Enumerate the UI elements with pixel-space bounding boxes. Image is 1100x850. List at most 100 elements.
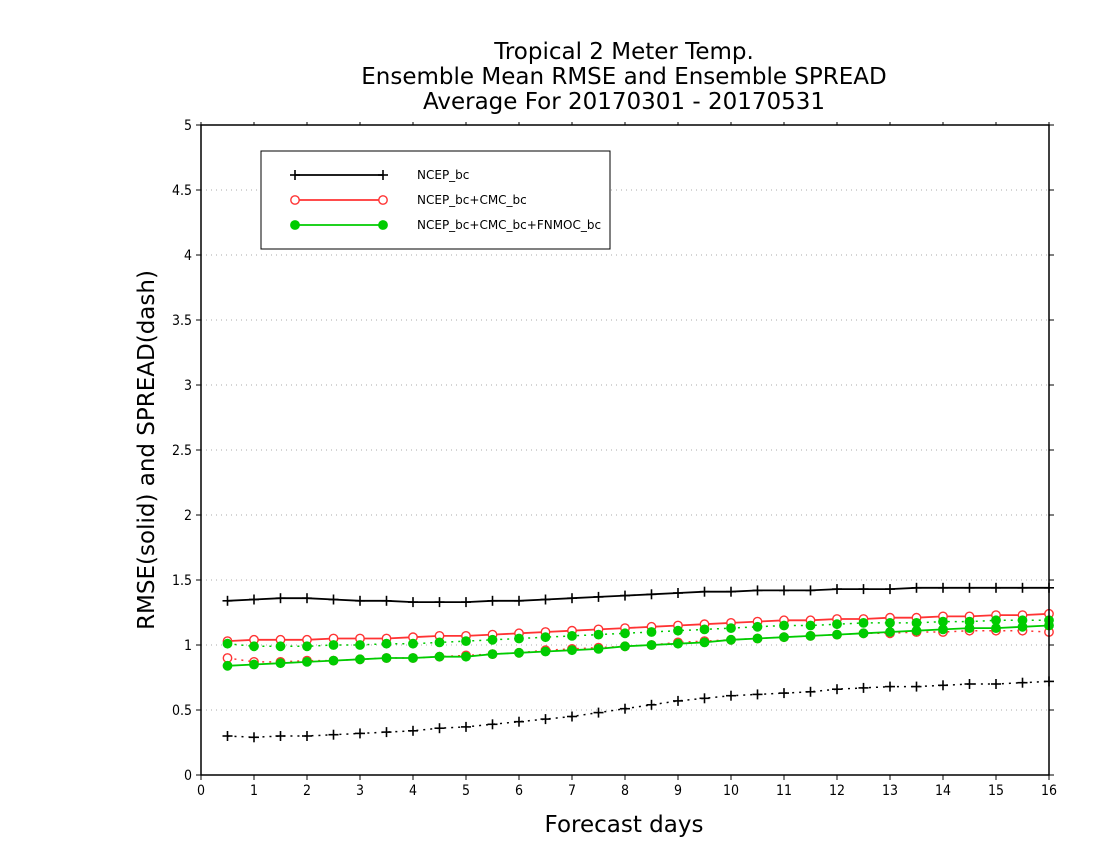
y-tick-label: 4.5 — [172, 183, 192, 199]
legend-entry: NCEP_bc — [290, 168, 469, 182]
legend-label: NCEP_bc — [417, 168, 469, 182]
rmse-point — [991, 582, 1001, 593]
spread-point — [434, 637, 445, 648]
y-tick-label: 2.5 — [172, 443, 192, 459]
rmse-point — [222, 595, 233, 606]
x-tick-label: 4 — [409, 783, 417, 799]
rmse-point — [938, 624, 948, 635]
spread-point — [885, 618, 895, 628]
rmse-point — [593, 644, 604, 654]
spread-point — [222, 731, 233, 741]
title-line-2: Ensemble Mean RMSE and Ensemble SPREAD — [361, 64, 886, 90]
spread-point — [699, 693, 710, 704]
rmse-point — [1017, 621, 1028, 632]
legend-marker-right — [378, 195, 388, 205]
rmse-line — [227, 612, 1050, 642]
legend-marker-left — [290, 220, 300, 230]
rmse-line — [227, 624, 1050, 667]
x-axis-title: Forecast days — [545, 812, 704, 838]
rmse-point — [858, 628, 869, 639]
spread-point — [328, 640, 339, 650]
x-tick-label: 2 — [303, 783, 311, 799]
rmse-point — [646, 589, 657, 600]
rmse-point — [646, 640, 657, 650]
spread-point — [487, 719, 498, 730]
axes: 00.511.522.533.544.550 1 2 3 4 5 6 7 8 9 10 11 12 13 1… — [172, 118, 1057, 799]
spread-point — [249, 732, 259, 743]
spread-point — [646, 627, 657, 637]
rmse-point — [699, 637, 710, 648]
rmse-point — [991, 623, 1001, 633]
spread-point — [726, 690, 736, 701]
rmse-point — [302, 657, 312, 667]
rmse-point — [911, 625, 922, 636]
rmse-point — [964, 623, 975, 633]
spread-point — [858, 682, 869, 693]
spread-point — [593, 707, 604, 718]
chart-title: Tropical 2 Meter Temp. Ensemble Mean RMS… — [361, 39, 886, 115]
rmse-point — [487, 649, 498, 659]
spread-point — [567, 711, 577, 722]
rmse-line — [227, 586, 1049, 603]
y-tick-label: 3 — [184, 378, 192, 394]
rmse-point — [408, 653, 418, 663]
rmse-point — [567, 593, 577, 604]
spread-point — [249, 641, 259, 652]
rmse-point — [487, 595, 498, 606]
rmse-point — [381, 595, 392, 606]
rmse-point — [381, 653, 392, 663]
legend-entry: NCEP_bc+CMC_bc — [290, 193, 527, 207]
y-tick-label: 4 — [184, 248, 192, 264]
rmse-point — [249, 659, 259, 670]
legend-entry: NCEP_bc+CMC_bc+FNMOC_bc — [290, 218, 601, 232]
rmse-point — [673, 638, 683, 649]
spread-point — [302, 731, 312, 741]
legend-marker-left — [290, 195, 300, 205]
spread-point — [1017, 677, 1028, 688]
spread-point — [646, 699, 657, 710]
legend-marker-right — [378, 220, 388, 230]
rmse-point — [699, 586, 710, 597]
spread-point — [540, 632, 551, 643]
rmse-point — [1017, 582, 1028, 593]
y-tick-label: 0.5 — [172, 703, 192, 719]
spread-point — [593, 629, 604, 640]
rmse-point — [540, 646, 551, 657]
spread-line — [227, 619, 1049, 648]
spread-point — [832, 619, 842, 630]
rmse-point — [275, 658, 286, 669]
y-tick-label: 3.5 — [172, 313, 192, 329]
legend: NCEP_bc NCEP_bc+CMC_bc NCEP_bc+CMC_bc+FNMO… — [260, 150, 611, 250]
spread-point — [673, 695, 683, 706]
legend-marker-right — [378, 170, 388, 180]
rmse-point — [885, 627, 895, 637]
spread-point — [408, 638, 418, 649]
spread-point — [514, 633, 524, 644]
spread-point — [381, 727, 392, 738]
y-tick-label: 0 — [184, 768, 192, 784]
spread-point — [355, 640, 365, 650]
x-tick-label: 6 — [515, 783, 523, 799]
x-tick-label: 9 — [674, 783, 682, 799]
x-tick-label: 0 — [197, 783, 205, 799]
y-tick-label: 2 — [184, 508, 192, 524]
rmse-point — [779, 632, 789, 643]
rmse-point — [911, 582, 922, 593]
spread-point — [726, 623, 736, 633]
rmse-point — [408, 597, 418, 608]
spread-point — [752, 689, 763, 700]
rmse-point — [779, 585, 789, 596]
x-tick-label: 10 — [723, 783, 739, 799]
spread-point — [779, 620, 789, 631]
spread-point — [991, 679, 1001, 689]
rmse-point — [964, 582, 975, 593]
spread-point — [408, 725, 418, 736]
rmse-point — [302, 593, 312, 604]
y-axis-title: RMSE(solid) and SPREAD(dash) — [134, 270, 160, 630]
x-tick-label: 5 — [462, 783, 470, 799]
rmse-point — [275, 593, 286, 604]
y-tick-label: 5 — [184, 118, 192, 134]
x-tick-label: 14 — [935, 783, 951, 799]
rmse-point — [434, 597, 445, 608]
spread-point — [885, 681, 895, 692]
